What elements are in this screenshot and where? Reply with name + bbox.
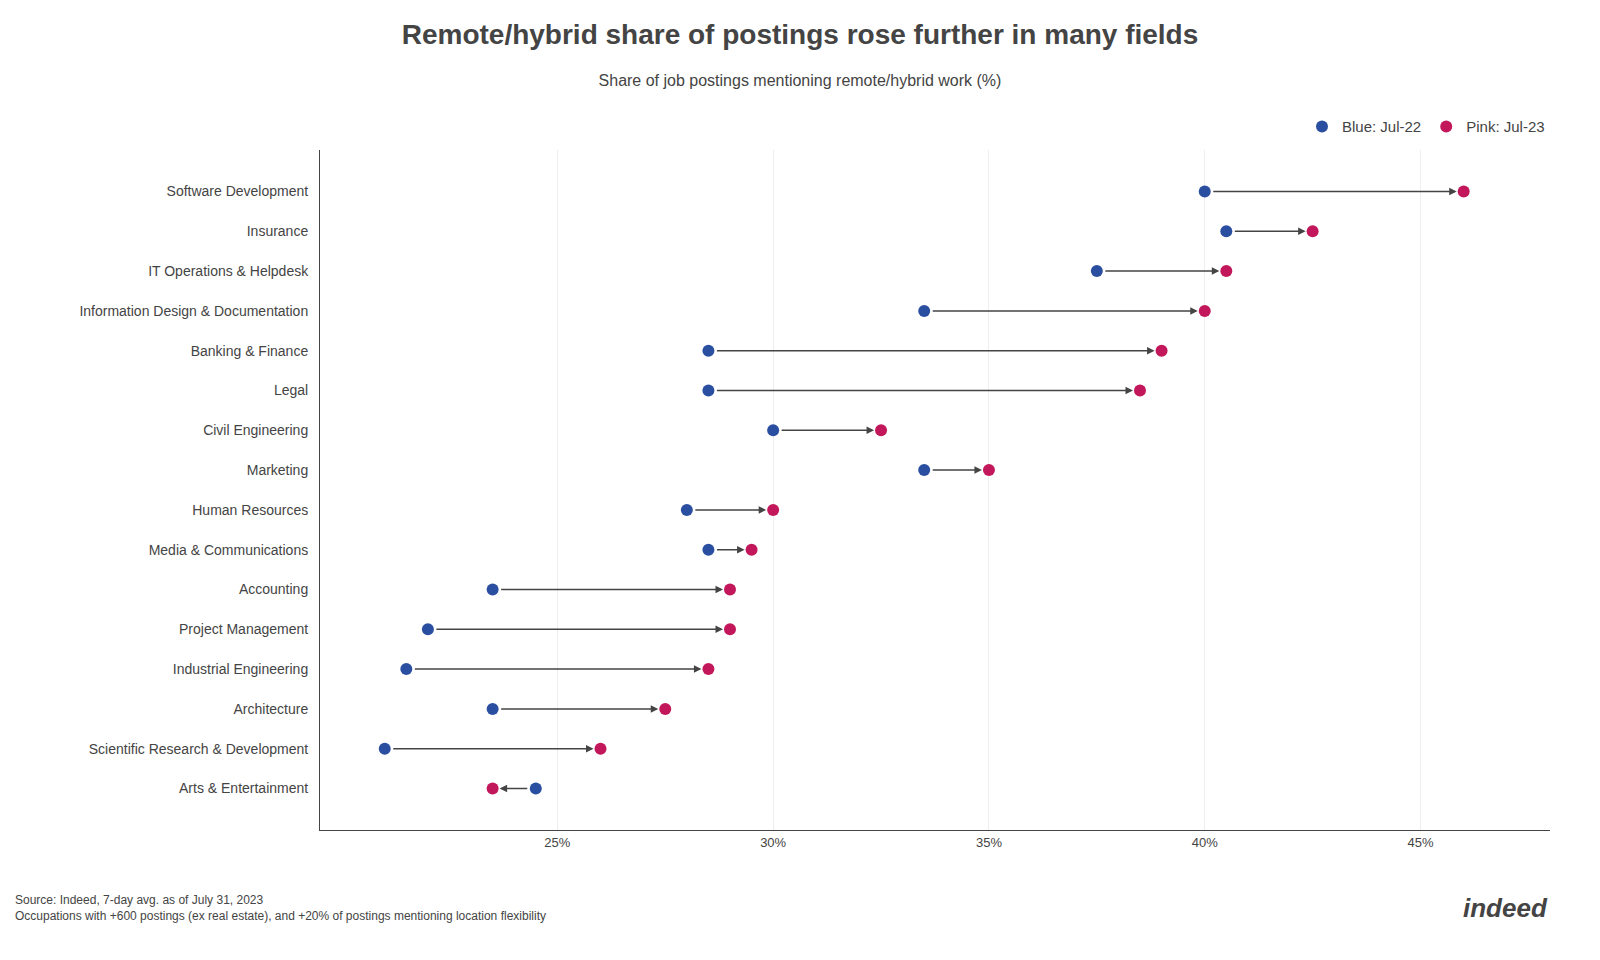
svg-text:Media & Communications: Media & Communications bbox=[149, 542, 309, 558]
svg-text:Software Development: Software Development bbox=[167, 183, 309, 199]
svg-text:Pink: Jul-23: Pink: Jul-23 bbox=[1466, 118, 1544, 135]
svg-text:Blue: Jul-22: Blue: Jul-22 bbox=[1342, 118, 1421, 135]
svg-text:Remote/hybrid share of posting: Remote/hybrid share of postings rose fur… bbox=[402, 19, 1199, 50]
svg-text:indeed: indeed bbox=[1463, 893, 1548, 923]
svg-text:45%: 45% bbox=[1408, 835, 1434, 850]
svg-text:Insurance: Insurance bbox=[247, 223, 309, 239]
svg-text:40%: 40% bbox=[1192, 835, 1218, 850]
svg-text:Marketing: Marketing bbox=[247, 462, 308, 478]
svg-text:Source: Indeed, 7-day avg. as: Source: Indeed, 7-day avg. as of July 31… bbox=[15, 893, 546, 923]
svg-text:25%: 25% bbox=[544, 835, 570, 850]
svg-text:Arts & Entertainment: Arts & Entertainment bbox=[179, 780, 308, 796]
svg-text:Human Resources: Human Resources bbox=[192, 502, 308, 518]
svg-text:Civil Engineering: Civil Engineering bbox=[203, 422, 308, 438]
svg-text:Accounting: Accounting bbox=[239, 581, 308, 597]
svg-text:Information Design & Documenta: Information Design & Documentation bbox=[79, 303, 308, 319]
svg-text:Scientific Research & Developm: Scientific Research & Development bbox=[89, 741, 309, 757]
svg-text:Project Management: Project Management bbox=[179, 621, 308, 637]
svg-text:Legal: Legal bbox=[274, 382, 308, 398]
svg-text:Architecture: Architecture bbox=[233, 701, 308, 717]
svg-text:Industrial Engineering: Industrial Engineering bbox=[173, 661, 308, 677]
svg-text:35%: 35% bbox=[976, 835, 1002, 850]
svg-text:IT Operations & Helpdesk: IT Operations & Helpdesk bbox=[148, 263, 309, 279]
svg-text:30%: 30% bbox=[760, 835, 786, 850]
svg-text:Share of job postings mentioni: Share of job postings mentioning remote/… bbox=[599, 72, 1002, 89]
svg-text:Banking & Finance: Banking & Finance bbox=[191, 343, 309, 359]
